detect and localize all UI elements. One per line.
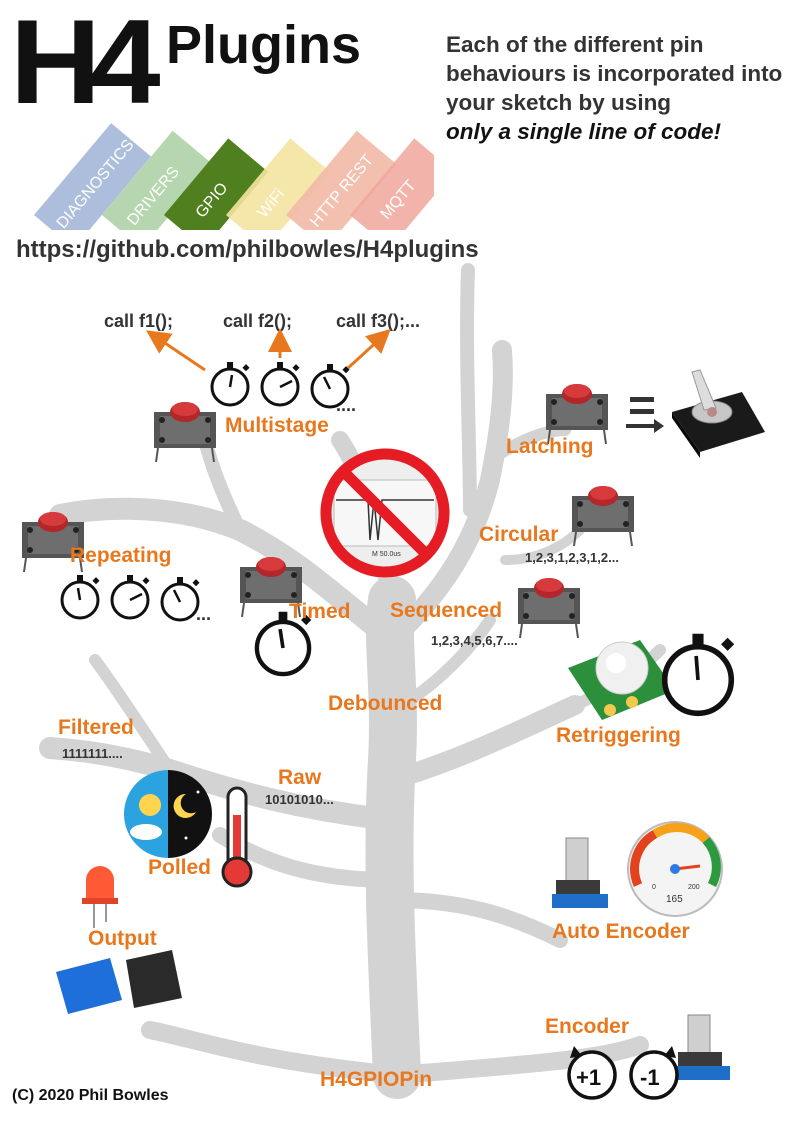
- gauge-value: 165: [666, 894, 683, 905]
- label-output: Output: [88, 927, 157, 950]
- gauge-icon: 0 200 165: [627, 821, 723, 917]
- label-repeating: Repeating: [70, 544, 172, 567]
- stopwatch-icon: [257, 612, 311, 674]
- stopwatch-icon: [310, 362, 352, 409]
- label-latching: Latching: [506, 435, 594, 458]
- rotary-encoder-icon: [552, 837, 608, 908]
- label-encoder: Encoder: [545, 1015, 630, 1038]
- stopwatch-icon: [665, 634, 734, 714]
- plugin-bricks: DIAGNOSTICS DRIVERS GPIO WiFi HTTP REST …: [33, 123, 434, 230]
- stopwatch-icon: [60, 573, 102, 620]
- label-circular: Circular: [479, 523, 559, 546]
- label-root-h4gpiopin: H4GPIOPin: [320, 1068, 433, 1091]
- label-retriggering: Retriggering: [556, 724, 681, 747]
- pushbutton-icon: [153, 401, 217, 463]
- multistage-ellipsis: ....: [336, 395, 357, 415]
- label-auto-encoder: Auto Encoder: [552, 920, 690, 943]
- arrow-f1: [146, 330, 206, 372]
- toggle-switch-icon: [672, 369, 765, 458]
- label-polled: Polled: [148, 856, 212, 879]
- label-filtered: Filtered: [58, 716, 134, 739]
- raw-sequence: 10101010...: [265, 792, 334, 807]
- label-timed: Timed: [289, 600, 351, 623]
- day-night-icon: [124, 770, 212, 858]
- call-f2: call f2();: [223, 311, 293, 331]
- call-f3: call f3();...: [336, 311, 421, 331]
- gauge-high: 200: [688, 884, 700, 891]
- increment-label: +1: [576, 1065, 601, 1090]
- repeating-ellipsis: ...: [196, 604, 212, 624]
- increment-icon: +1: [567, 1046, 617, 1100]
- pushbutton-icon: [571, 485, 635, 547]
- decrement-label: -1: [640, 1065, 660, 1090]
- led-icon: [82, 866, 118, 928]
- label-raw: Raw: [278, 766, 322, 789]
- label-debounced: Debounced: [328, 692, 443, 715]
- pushbutton-icon: [517, 577, 581, 639]
- no-bounce-sign-icon: M 50.0us: [320, 448, 450, 578]
- arrow-f3: [346, 328, 391, 370]
- intro-line: Each of the different pin behaviours is …: [446, 32, 783, 115]
- label-multistage: Multistage: [225, 414, 329, 437]
- scope-label: M 50.0us: [372, 551, 401, 558]
- sequenced-sequence: 1,2,3,4,5,6,7....: [431, 633, 518, 648]
- thermometer-icon: [221, 786, 253, 888]
- call-f1: call f1();: [104, 311, 174, 331]
- stopwatch-icon: [110, 573, 152, 620]
- pir-sensor-icon: [568, 640, 675, 720]
- stopwatch-icon: [160, 575, 202, 622]
- brick-gpio: GPIO: [164, 138, 269, 230]
- filtered-sequence: 1111111....: [62, 746, 123, 761]
- stopwatch-icon: [260, 360, 302, 407]
- circular-sequence: 1,2,3,1,2,3,1,2...: [525, 550, 619, 565]
- logo-h4: H4: [10, 0, 161, 129]
- stopwatch-icon: [210, 360, 252, 407]
- intro-emphasis: only a single line of code!: [446, 119, 722, 144]
- label-sequenced: Sequenced: [390, 599, 503, 622]
- logo-plugins: Plugins: [166, 15, 362, 75]
- brick-mqtt: MQTT: [350, 138, 434, 230]
- brick-wifi: WiFi: [226, 138, 331, 230]
- decrement-icon: -1: [629, 1046, 679, 1100]
- relay-icon: [56, 950, 182, 1014]
- rotary-encoder-icon: [674, 1014, 730, 1080]
- gauge-low: 0: [652, 884, 656, 891]
- github-link[interactable]: https://github.com/philbowles/H4plugins: [16, 236, 479, 263]
- equals-icon: [630, 397, 654, 402]
- intro-text: Each of the different pin behaviours is …: [446, 30, 791, 146]
- copyright: (C) 2020 Phil Bowles: [12, 1087, 169, 1104]
